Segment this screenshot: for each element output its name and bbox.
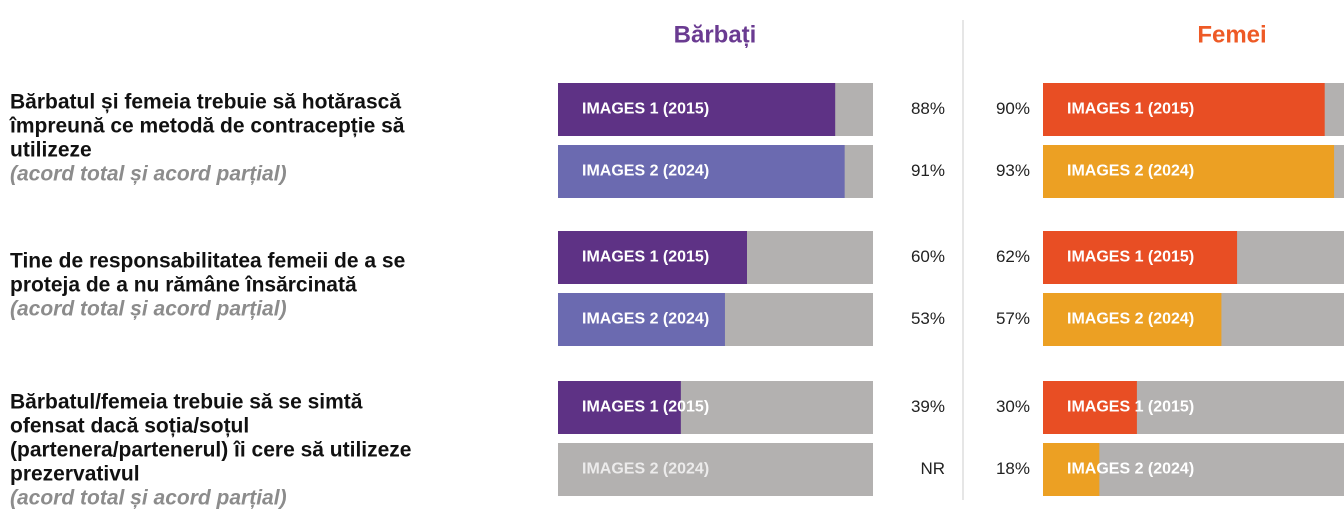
- bar: [558, 381, 681, 434]
- question-note: (acord total și acord parțial): [10, 163, 287, 186]
- question-text: ofensat dacă soția/soțul: [10, 415, 249, 438]
- bar-label: IMAGES 2 (2024): [1067, 311, 1194, 328]
- value-label: 91%: [911, 161, 945, 180]
- bar: [558, 145, 845, 198]
- bar-label: IMAGES 1 (2015): [1067, 399, 1194, 416]
- bar-label: IMAGES 2 (2024): [582, 163, 709, 180]
- value-label: 90%: [996, 99, 1030, 118]
- question-text: prezervativul: [10, 463, 140, 486]
- value-label: 88%: [911, 99, 945, 118]
- bar: [1043, 231, 1238, 284]
- bar-track: [558, 443, 873, 496]
- bar: [558, 231, 747, 284]
- bar-label: IMAGES 2 (2024): [1067, 461, 1194, 478]
- value-label: 18%: [996, 459, 1030, 478]
- question-text: Tine de responsabilitatea femeii de a se: [10, 250, 405, 273]
- bar-label: IMAGES 2 (2024): [582, 311, 709, 328]
- bar: [1043, 145, 1335, 198]
- value-label: 62%: [996, 247, 1030, 266]
- bar-label: IMAGES 2 (2024): [1067, 163, 1194, 180]
- bar-label: IMAGES 1 (2015): [1067, 249, 1194, 266]
- bar-label: IMAGES 1 (2015): [582, 249, 709, 266]
- question-text: (partenera/partenerul) îi cere să utiliz…: [10, 439, 411, 462]
- bar: [1043, 83, 1325, 136]
- bar: [1043, 293, 1222, 346]
- value-label: 57%: [996, 309, 1030, 328]
- bar: [1043, 381, 1137, 434]
- value-label: NR: [920, 459, 945, 478]
- question-text: utilizeze: [10, 139, 92, 162]
- value-label: 93%: [996, 161, 1030, 180]
- panel-title: Bărbați: [674, 21, 757, 48]
- question-text: împreună ce metodă de contracepție să: [9, 115, 405, 138]
- question-note: (acord total și acord parțial): [10, 298, 287, 321]
- bar: [558, 83, 836, 136]
- bar-label: IMAGES 1 (2015): [582, 101, 709, 118]
- bar-label: IMAGES 1 (2015): [1067, 101, 1194, 118]
- value-label: 39%: [911, 397, 945, 416]
- question-text: Bărbatul/femeia trebuie să se simtă: [10, 391, 363, 414]
- bar: [558, 293, 725, 346]
- question-note: (acord total și acord parțial): [10, 487, 287, 510]
- value-label: 60%: [911, 247, 945, 266]
- bar-label: IMAGES 2 (2024): [582, 461, 709, 478]
- value-label: 53%: [911, 309, 945, 328]
- value-label: 30%: [996, 397, 1030, 416]
- panel-title: Femei: [1197, 21, 1266, 48]
- question-text: proteja de a nu rămâne însărcinată: [10, 274, 357, 297]
- bar-label: IMAGES 1 (2015): [582, 399, 709, 416]
- question-text: Bărbatul și femeia trebuie să hotărască: [10, 91, 401, 114]
- bar: [1043, 443, 1100, 496]
